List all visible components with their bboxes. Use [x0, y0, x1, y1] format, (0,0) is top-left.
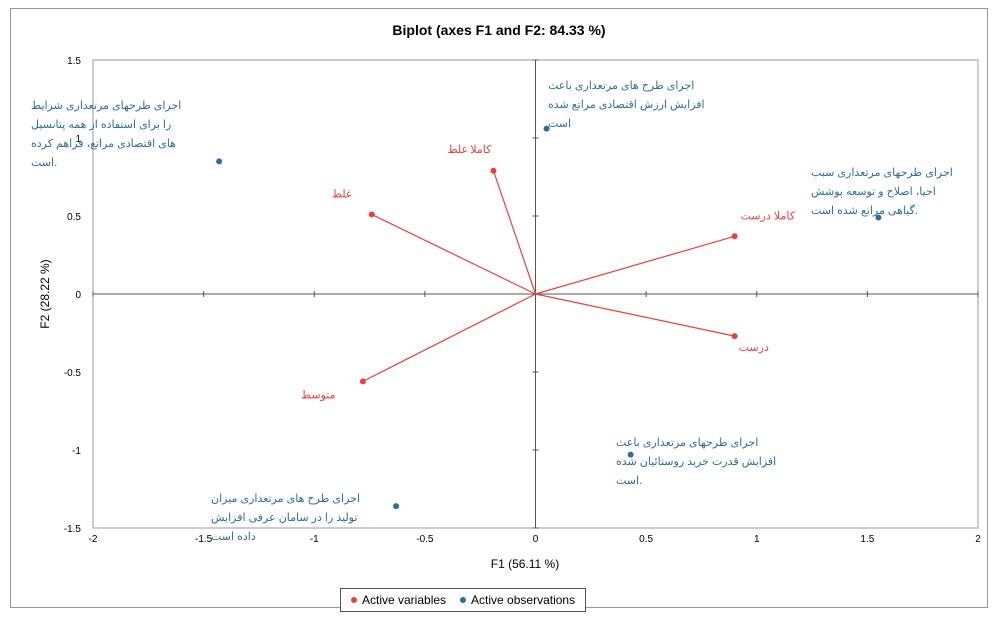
variable-label: کاملا درست	[741, 210, 796, 222]
legend-item-variables: Active variables	[351, 593, 446, 607]
vectors-layer	[362, 170, 735, 382]
chart-title: Biplot (axes F1 and F2: 84.33 %)	[392, 22, 605, 38]
variable-label: درست	[739, 342, 769, 354]
variable-label: کاملا غلط	[447, 144, 492, 156]
biplot-chart: Biplot (axes F1 and F2: 84.33 %) F1 (56.…	[31, 22, 981, 571]
x-tick-label: -0.5	[416, 534, 434, 545]
observation-point	[543, 125, 550, 132]
observation-label-line: گیاهی مراتع شده است.	[811, 204, 918, 217]
observation-label-line: افزایش ارزش اقتصادی مراتع شده	[548, 99, 705, 111]
variable-label: غلط	[332, 188, 352, 200]
observation-label-line: اجرای طرحهای مرتعداری شرایط	[31, 100, 181, 112]
x-tick-label: -1.5	[195, 534, 213, 545]
variable-vector	[362, 293, 536, 382]
y-tick-label: 1.5	[67, 56, 81, 67]
observation-label-line: احیا، اصلاح و توسعه پوشش	[811, 186, 936, 198]
legend: Active variables Active observations	[340, 588, 587, 612]
observation-label-line: داده است	[211, 531, 256, 543]
x-tick-label: -2	[89, 534, 98, 545]
observation-label: اجرای طرح های مرتعداری میزان تولید را در …	[211, 493, 360, 543]
observation-label: اجرای طرحهای مرتعداری شرایط را برای استفا…	[31, 100, 181, 169]
x-tick-label: 0.5	[639, 534, 653, 545]
x-tick-label: 2	[975, 534, 981, 545]
x-tick-label: 1.5	[860, 534, 874, 545]
x-tick-label: -1	[310, 534, 319, 545]
x-axis-label: F1 (56.11 %)	[491, 557, 559, 571]
variable-vector	[492, 170, 537, 295]
observation-label: اجرای طرحهای مرتعداری سبب احیا، اصلاح و ت…	[811, 167, 953, 217]
variable-point	[368, 211, 375, 218]
variable-label: متوسط	[301, 389, 336, 401]
observation-point	[875, 214, 882, 221]
legend-item-observations: Active observations	[460, 593, 575, 607]
x-tick-label: 0	[533, 534, 539, 545]
observation-label-line: است	[548, 118, 571, 130]
observation-point	[216, 158, 223, 165]
y-tick-label: 1	[75, 134, 81, 145]
axes-layer: -2 -1.5 -1 -0.5 0 0.5 1 1.5 2 1.5 1 0.5 0 -0.5 -1 -1.5	[64, 56, 981, 545]
observation-label-line: اجرای طرحهای مرتعداری سبب	[811, 167, 953, 179]
y-tick-label: -1.5	[64, 524, 82, 535]
labels-layer: کاملا غلط غلط کاملا درست درست متوسط اجرای طرح…	[31, 80, 953, 543]
variable-point	[490, 167, 497, 174]
y-tick-label: -0.5	[64, 368, 82, 379]
observation-label-line: را برای استفاده از همه پتانسیل	[31, 119, 171, 131]
legend-label-variables: Active variables	[362, 593, 447, 607]
observation-label-line: اجرای طرح های مرتعداری باعث	[548, 80, 694, 92]
variable-vector	[535, 235, 735, 295]
observation-label-line: های اقتصادی مراتع، فراهم کرده	[31, 138, 176, 150]
y-tick-label: 0.5	[67, 212, 81, 223]
chart-frame: Biplot (axes F1 and F2: 84.33 %) F1 (56.…	[10, 8, 988, 608]
observation-label-line: است.	[31, 157, 57, 169]
observation-label-line: افزایش قدرت خرید روستائیان شده	[616, 456, 776, 468]
y-tick-label: -1	[72, 446, 81, 457]
y-axis-label: F2 (28.22 %)	[38, 259, 52, 328]
legend-marker-variables	[351, 597, 357, 603]
variable-point	[731, 233, 738, 240]
points-layer	[216, 125, 882, 510]
variable-vector	[535, 293, 735, 337]
legend-marker-observations	[460, 597, 467, 603]
variable-point	[731, 333, 738, 340]
variable-vector	[371, 213, 536, 295]
observation-label: اجرای طرح های مرتعداری باعث افزایش ارزش ا…	[548, 80, 705, 130]
observation-point	[393, 503, 400, 510]
observation-label-line: اجرای طرح های مرتعداری میزان	[211, 493, 360, 505]
y-tick-label: 0	[75, 290, 81, 301]
observation-label-line: است.	[616, 475, 642, 487]
x-tick-label: 1	[754, 534, 760, 545]
observation-point	[627, 451, 634, 458]
observation-label-line: تولید را در سامان عرفی افزایش	[211, 512, 358, 524]
observation-label: اجرای طرحهای مرتعداری باعث افزایش قدرت خر…	[616, 437, 776, 487]
variable-point	[359, 378, 366, 385]
legend-label-observations: Active observations	[471, 593, 576, 607]
observation-label-line: اجرای طرحهای مرتعداری باعث	[616, 437, 758, 449]
